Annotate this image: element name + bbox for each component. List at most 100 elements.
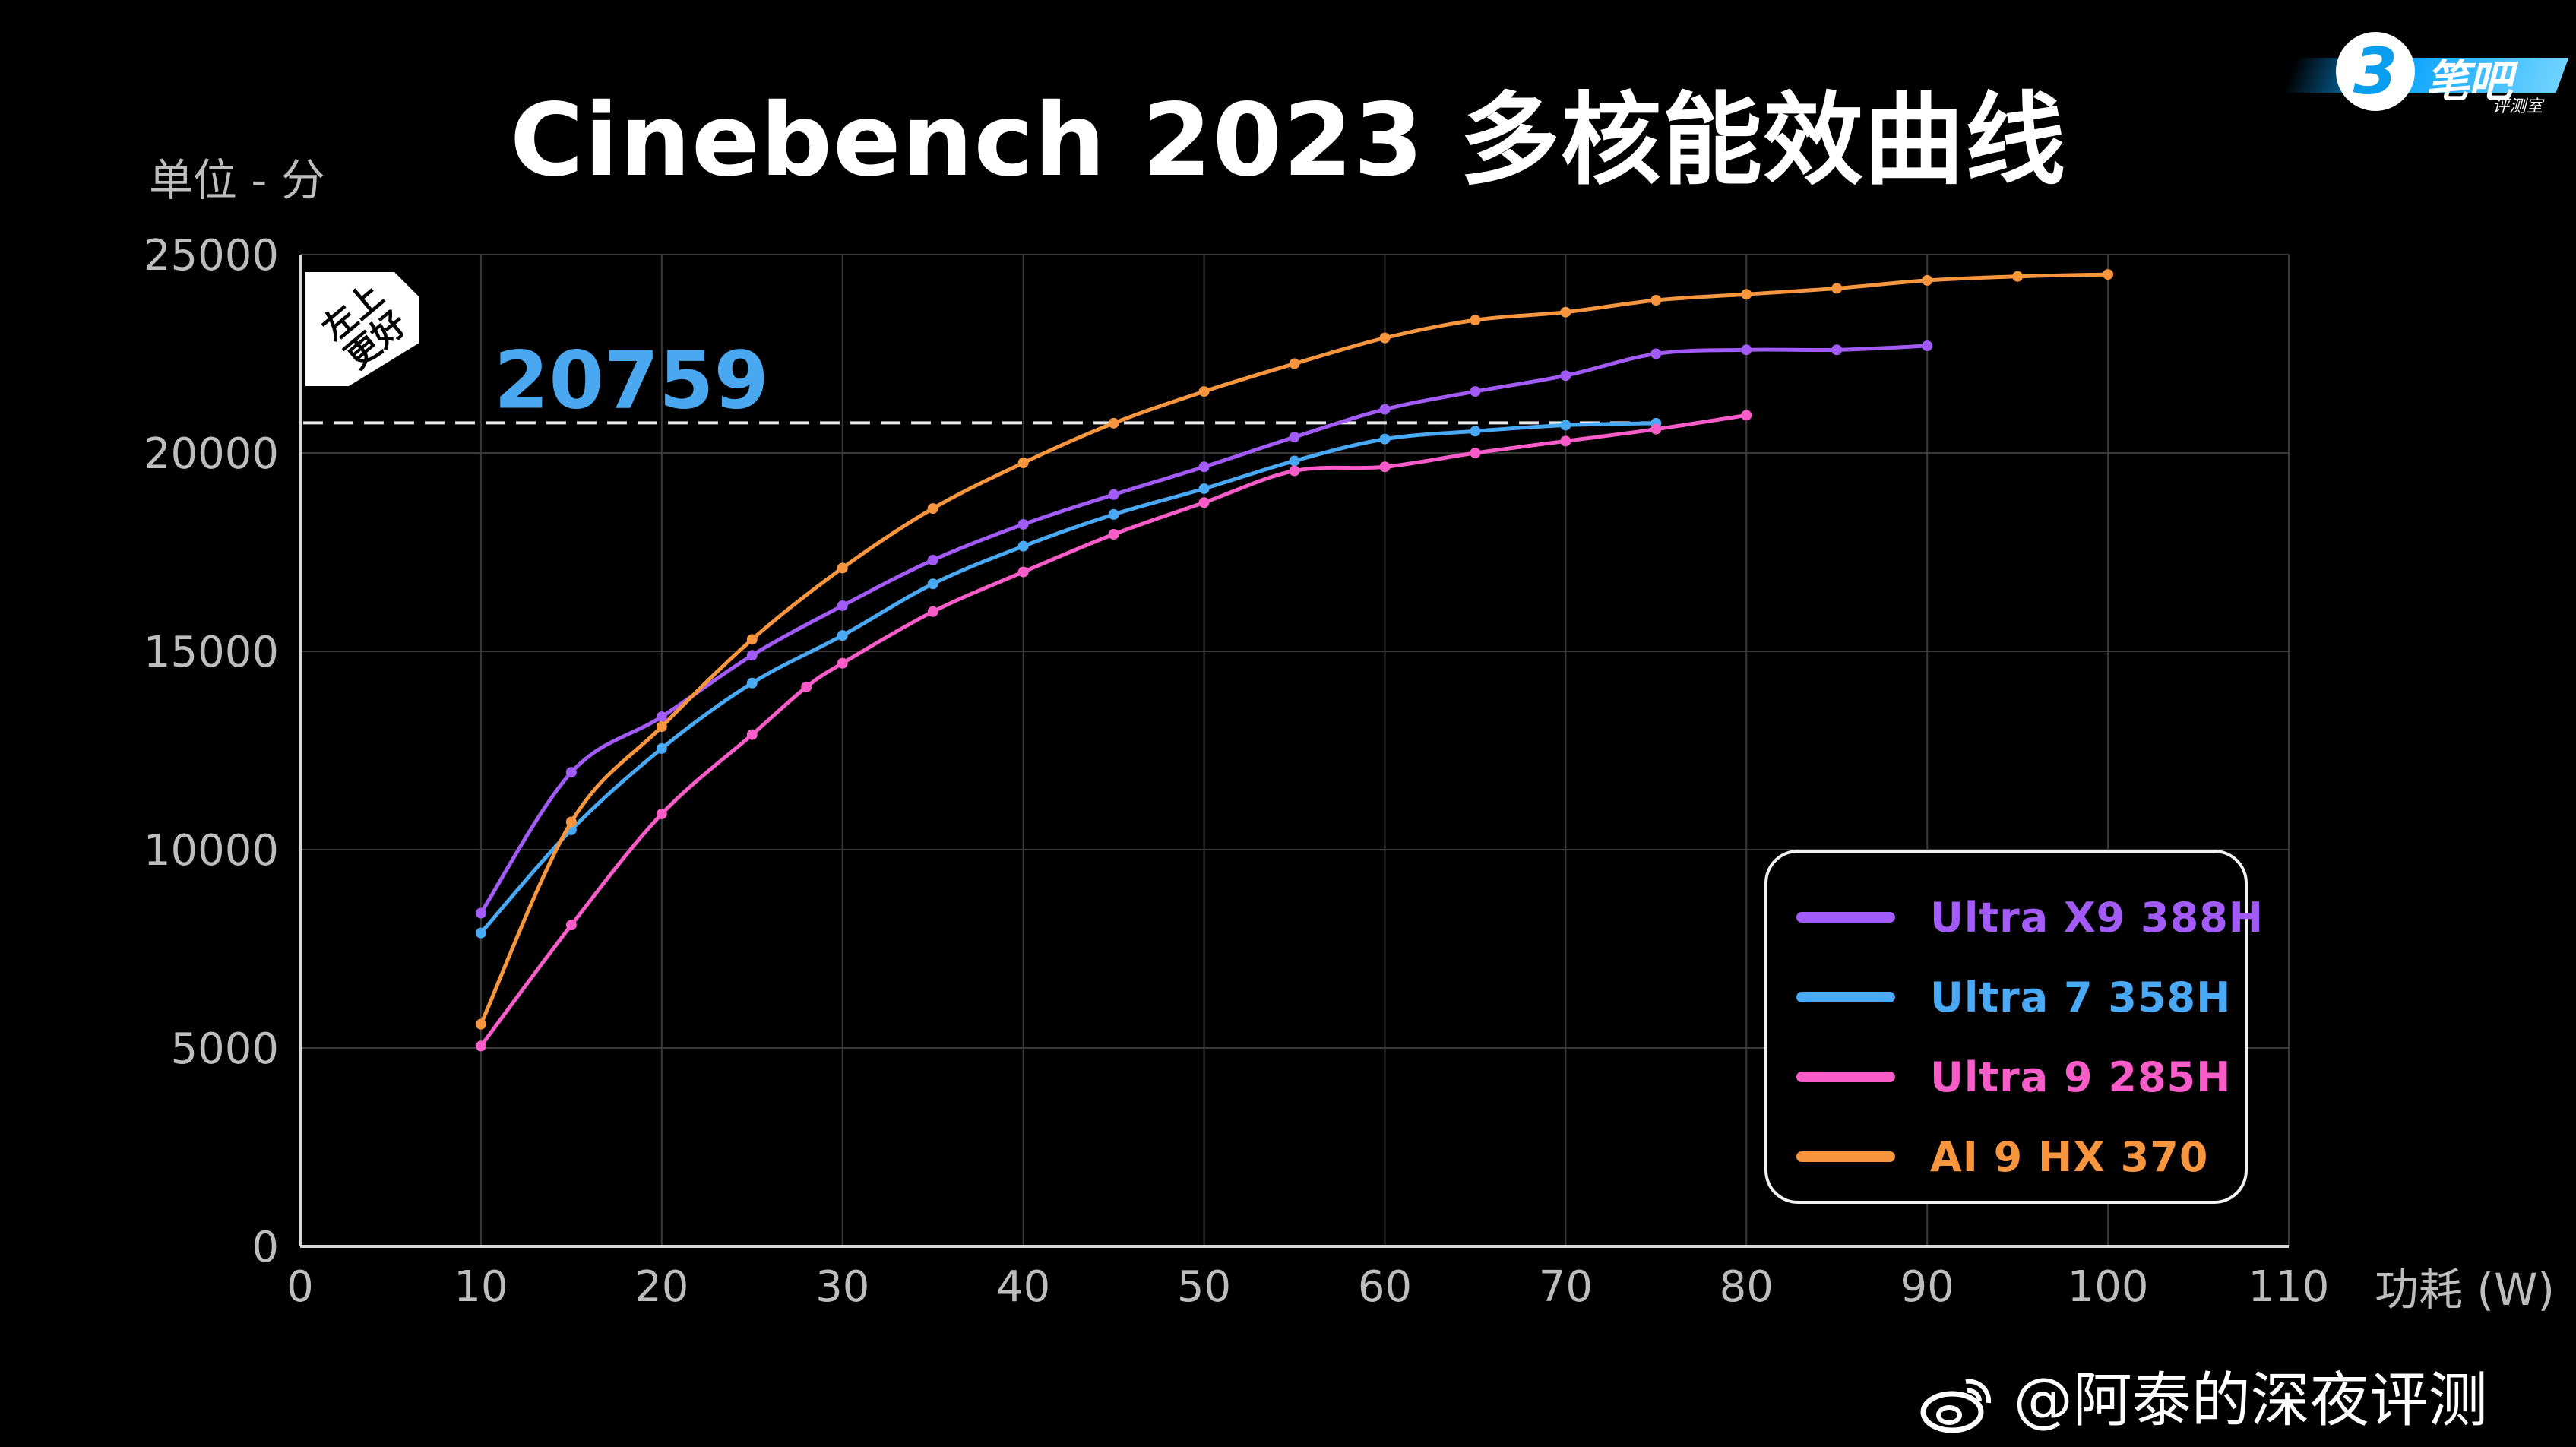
chart-title: Cinebench 2023 多核能效曲线: [509, 82, 2067, 199]
reference-value-label: 20759: [494, 334, 769, 426]
data-point: [565, 767, 577, 778]
watermark-text: @阿泰的深夜评测: [2013, 1366, 2488, 1435]
data-point: [1650, 348, 1662, 359]
legend: Ultra X9 388H Ultra 7 358H Ultra 9 285H …: [1764, 850, 2263, 1204]
legend-label: Ultra 7 358H: [1930, 973, 2232, 1021]
data-point: [2103, 269, 2114, 280]
y-tick-label: 25000: [144, 231, 279, 280]
data-point: [656, 721, 667, 733]
data-point: [927, 554, 938, 565]
y-tick-label: 0: [252, 1223, 279, 1272]
y-axis-label: 单位 - 分: [149, 154, 325, 206]
x-tick-label: 10: [454, 1262, 508, 1312]
series-group: [475, 269, 2114, 1052]
x-tick-label: 90: [1900, 1262, 1954, 1312]
watermark: @阿泰的深夜评测: [1919, 1353, 2488, 1438]
data-point: [1017, 458, 1029, 469]
data-point: [1650, 423, 1662, 435]
data-point: [1289, 432, 1300, 443]
data-point: [746, 650, 758, 661]
legend-item: Ultra X9 388H: [1796, 891, 2264, 944]
data-point: [927, 503, 938, 515]
y-tick-label: 15000: [144, 628, 279, 677]
legend-item: Ultra 9 285H: [1796, 1050, 2231, 1103]
data-point: [837, 630, 848, 641]
brand-name: 笔吧: [2426, 55, 2512, 107]
legend-item: AI 9 HX 370: [1796, 1130, 2208, 1183]
data-point: [1831, 283, 1843, 294]
data-point: [1017, 540, 1029, 552]
x-tick-label: 30: [815, 1262, 869, 1312]
legend-label: Ultra 9 285H: [1930, 1053, 2232, 1101]
x-tick-label: 70: [1539, 1262, 1593, 1312]
data-point: [1379, 404, 1391, 415]
tick-labels: 0 10 20 30 40 50 60 70 80 90 100 110 0 5000 10000 15000…: [144, 231, 2330, 1312]
data-point: [1108, 417, 1119, 429]
brand-sub: 评测室: [2492, 97, 2543, 116]
data-point: [1922, 274, 1933, 286]
data-point: [475, 1040, 486, 1052]
data-point: [1108, 508, 1119, 520]
reference-line-group: 20759: [303, 334, 1657, 426]
data-point: [1379, 433, 1391, 445]
data-point: [801, 681, 812, 692]
x-tick-label: 110: [2248, 1262, 2330, 1312]
legend-label: AI 9 HX 370: [1930, 1132, 2209, 1181]
legend-item: Ultra 7 358H: [1796, 970, 2231, 1024]
data-point: [837, 657, 848, 669]
x-axis-label: 功耗 (W): [2375, 1264, 2555, 1316]
data-point: [656, 711, 667, 723]
data-point: [656, 742, 667, 754]
series-line: [479, 421, 1657, 935]
data-point: [927, 606, 938, 617]
data-point: [1470, 315, 1481, 326]
data-point: [475, 1018, 486, 1030]
brand-badge: 3: [2336, 32, 2415, 111]
data-point: [1560, 306, 1571, 318]
data-point: [1831, 344, 1843, 356]
data-point: [746, 677, 758, 689]
data-point: [1560, 370, 1571, 382]
data-point: [1560, 420, 1571, 431]
data-point: [1289, 455, 1300, 467]
x-tick-label: 60: [1358, 1262, 1412, 1312]
data-point: [746, 634, 758, 645]
grid-lines: [300, 254, 2290, 1246]
upper-left-better-badge: 左上 更好: [305, 272, 427, 394]
series-ai-9-hx-370: [475, 269, 2114, 1030]
data-point: [1379, 461, 1391, 473]
series-ultra-7-358h: [475, 417, 1662, 939]
data-point: [1108, 489, 1119, 500]
legend-label: Ultra X9 388H: [1930, 893, 2264, 942]
brand-logo: 3 笔吧 评测室: [2282, 27, 2569, 116]
x-tick-label: 50: [1177, 1262, 1231, 1312]
x-tick-label: 80: [1720, 1262, 1774, 1312]
data-point: [1470, 426, 1481, 437]
series-ultra-9-285h: [475, 410, 1752, 1052]
weibo-icon: [1920, 1379, 1992, 1433]
y-tick-label: 5000: [170, 1024, 279, 1074]
data-point: [1470, 386, 1481, 397]
data-point: [1741, 344, 1752, 356]
data-point: [1198, 461, 1210, 473]
data-point: [1289, 358, 1300, 369]
data-point: [475, 927, 486, 939]
data-point: [837, 562, 848, 574]
legend-swatch: [1796, 1151, 1895, 1162]
data-point: [656, 809, 667, 820]
data-point: [1741, 289, 1752, 300]
legend-swatch: [1796, 912, 1895, 923]
x-tick-label: 100: [2068, 1262, 2149, 1312]
data-point: [927, 578, 938, 590]
data-point: [475, 907, 486, 919]
axes: [299, 255, 2289, 1248]
y-tick-label: 20000: [144, 429, 279, 479]
data-point: [1560, 435, 1571, 447]
series-line: [479, 272, 2109, 1025]
data-point: [1289, 465, 1300, 477]
data-point: [837, 600, 848, 611]
data-point: [746, 729, 758, 740]
x-tick-label: 0: [286, 1262, 314, 1312]
data-point: [1650, 295, 1662, 306]
